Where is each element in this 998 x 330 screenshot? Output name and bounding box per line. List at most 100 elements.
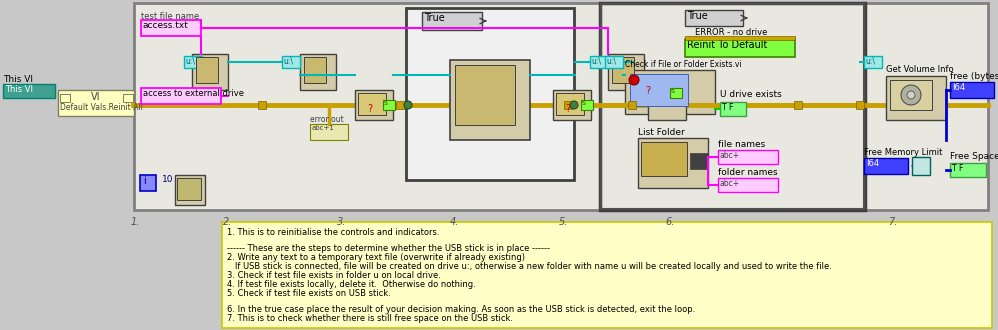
Text: 7. This is to check whether there is still free space on the USB stick.: 7. This is to check whether there is sti… [227, 314, 513, 323]
Bar [718, 150, 778, 164]
Bar [794, 101, 802, 109]
Text: ?: ? [566, 104, 571, 114]
Text: T F: T F [722, 103, 734, 112]
Bar [175, 175, 205, 205]
Bar [450, 60, 530, 140]
Text: Default Vals.Reinit All: Default Vals.Reinit All [60, 103, 143, 112]
Bar [396, 101, 404, 109]
Bar [625, 70, 715, 114]
Bar [912, 157, 930, 175]
Text: True: True [687, 11, 708, 21]
Bar [685, 36, 795, 40]
Text: 3. Check if test file exists in folder u on local drive.: 3. Check if test file exists in folder u… [227, 271, 441, 280]
Bar [358, 93, 386, 115]
Bar [608, 54, 644, 90]
Text: u:\: u:\ [606, 57, 616, 66]
Bar [422, 12, 482, 30]
Bar [630, 74, 688, 106]
Text: ?: ? [367, 104, 372, 114]
Text: 3.: 3. [336, 217, 346, 227]
Text: List Folder: List Folder [638, 128, 685, 137]
Text: abc+: abc+ [720, 179, 741, 188]
Bar [3, 84, 55, 98]
Bar [141, 20, 201, 36]
Bar [141, 88, 221, 104]
Text: Reinit To Default: Reinit To Default [687, 40, 767, 50]
Bar [58, 90, 134, 116]
Text: Check if File or Folder Exists.vi: Check if File or Folder Exists.vi [625, 60, 742, 69]
Text: 2.: 2. [223, 217, 233, 227]
Text: folder names: folder names [718, 168, 777, 177]
Bar [628, 101, 636, 109]
Text: ERROR - no drive: ERROR - no drive [695, 28, 767, 37]
Bar [196, 57, 218, 83]
Text: 6. In the true case place the result of your decision making. As soon as the USB: 6. In the true case place the result of … [227, 305, 696, 314]
Circle shape [404, 101, 412, 109]
Bar [720, 102, 746, 116]
Bar [685, 39, 795, 57]
Text: Free Space: Free Space [950, 152, 998, 161]
Text: abc+: abc+ [720, 151, 741, 160]
Bar [455, 65, 515, 125]
Bar [222, 222, 992, 328]
Bar [310, 124, 348, 140]
Bar [123, 94, 133, 102]
Text: u:\: u:\ [591, 57, 601, 66]
Bar [556, 93, 584, 115]
Text: i: i [143, 176, 146, 186]
Bar [192, 54, 228, 90]
Circle shape [629, 75, 639, 85]
Bar [886, 76, 946, 120]
Bar [355, 90, 393, 120]
Text: error out: error out [310, 115, 343, 124]
Bar [177, 178, 201, 200]
Bar [304, 57, 326, 83]
Text: S: S [582, 101, 586, 106]
Text: 1.: 1. [130, 217, 140, 227]
Text: test file name: test file name [141, 12, 200, 21]
Text: This VI: This VI [3, 75, 33, 84]
Bar [184, 56, 202, 68]
Text: S: S [671, 89, 675, 94]
Bar [890, 80, 932, 110]
Text: True: True [424, 13, 445, 23]
Text: 5. Check if test file exists on USB stick.: 5. Check if test file exists on USB stic… [227, 289, 391, 298]
Text: Free Memory Limit: Free Memory Limit [864, 148, 942, 157]
Bar [950, 163, 986, 177]
Bar [648, 90, 686, 120]
Circle shape [907, 91, 915, 99]
Text: 4.: 4. [449, 217, 459, 227]
Text: ?: ? [646, 86, 651, 96]
Text: u:\: u:\ [185, 57, 195, 66]
Bar [612, 57, 634, 83]
Text: If USB stick is connected, file will be created on drive u:, otherwise a new fol: If USB stick is connected, file will be … [227, 262, 832, 271]
Text: 1. This is to reinitialise the controls and indicators.: 1. This is to reinitialise the controls … [227, 228, 439, 237]
Bar [864, 56, 882, 68]
Bar [60, 94, 70, 102]
Text: VI: VI [91, 92, 101, 102]
Bar [718, 178, 778, 192]
Circle shape [901, 85, 921, 105]
Text: I64: I64 [866, 159, 879, 168]
Text: 2. Write any text to a temporary text file (overwrite if already existing): 2. Write any text to a temporary text fi… [227, 253, 525, 262]
Text: u:\: u:\ [865, 57, 875, 66]
Bar [670, 88, 682, 98]
Text: 4. If test file exists locally, delete it.  Otherwise do nothing.: 4. If test file exists locally, delete i… [227, 280, 476, 289]
Bar [600, 3, 865, 210]
Text: 5.: 5. [559, 217, 569, 227]
Text: S: S [384, 101, 388, 106]
Bar [564, 101, 572, 109]
Bar [864, 158, 908, 174]
Bar [383, 100, 395, 110]
Bar [553, 90, 591, 120]
Text: 10: 10 [162, 175, 174, 184]
Bar [601, 4, 864, 209]
Bar [856, 101, 864, 109]
Text: ------ These are the steps to determine whether the USB stick is in place ------: ------ These are the steps to determine … [227, 244, 550, 253]
Circle shape [570, 101, 578, 109]
Text: u:\: u:\ [283, 57, 293, 66]
Bar [950, 82, 994, 98]
Bar [134, 3, 988, 210]
Text: Get Volume Info: Get Volume Info [886, 65, 954, 74]
Text: access to external drive: access to external drive [143, 89, 244, 98]
